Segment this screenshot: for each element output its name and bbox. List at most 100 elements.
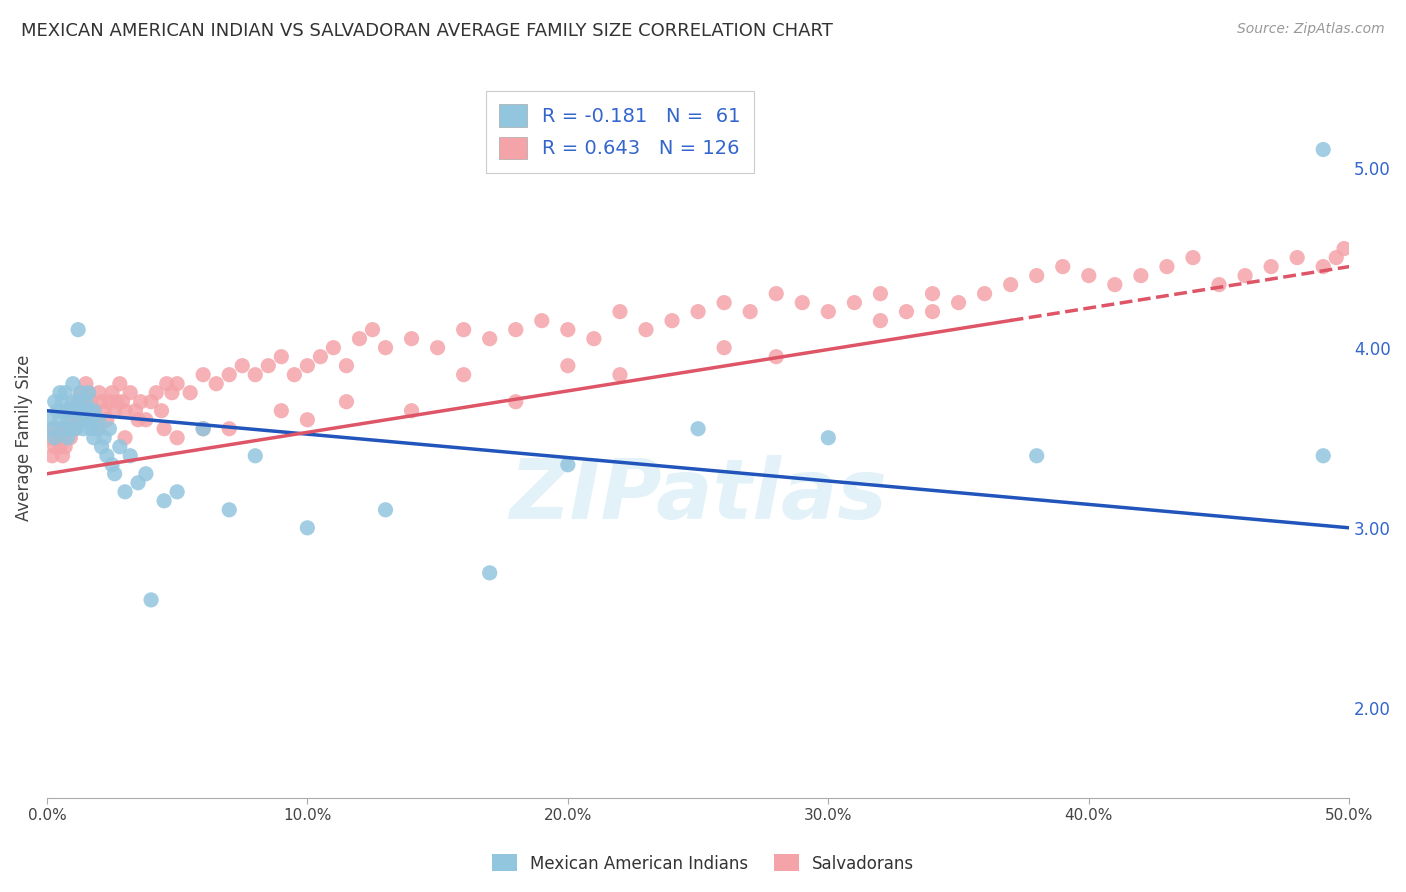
Point <box>51 449 73 463</box>
Point <box>686 304 709 318</box>
Point <box>49 413 72 427</box>
Point <box>72 403 94 417</box>
Point <box>44 431 66 445</box>
Point <box>231 359 253 373</box>
Point <box>56 403 79 417</box>
Point <box>51 422 73 436</box>
Point <box>270 350 292 364</box>
Point <box>98 394 121 409</box>
Point <box>349 332 371 346</box>
Point <box>557 323 579 337</box>
Point <box>93 431 115 445</box>
Point <box>1052 260 1074 274</box>
Point <box>41 422 63 436</box>
Point <box>257 359 280 373</box>
Point <box>59 403 82 417</box>
Point <box>166 376 188 391</box>
Point <box>921 304 943 318</box>
Point <box>104 467 127 481</box>
Point <box>153 493 176 508</box>
Point <box>205 376 228 391</box>
Point <box>53 385 76 400</box>
Point <box>87 413 110 427</box>
Point <box>77 385 100 400</box>
Point <box>609 368 631 382</box>
Point <box>65 422 87 436</box>
Point <box>1156 260 1178 274</box>
Point <box>80 394 103 409</box>
Point <box>114 403 136 417</box>
Point <box>153 422 176 436</box>
Point <box>53 422 76 436</box>
Point <box>59 422 82 436</box>
Point <box>38 431 60 445</box>
Point <box>44 440 66 454</box>
Point <box>67 394 90 409</box>
Point <box>160 385 183 400</box>
Point <box>105 394 128 409</box>
Point <box>56 422 79 436</box>
Point <box>609 304 631 318</box>
Point <box>67 413 90 427</box>
Text: MEXICAN AMERICAN INDIAN VS SALVADORAN AVERAGE FAMILY SIZE CORRELATION CHART: MEXICAN AMERICAN INDIAN VS SALVADORAN AV… <box>21 22 832 40</box>
Point <box>49 422 72 436</box>
Point <box>530 313 553 327</box>
Point <box>101 458 124 472</box>
Point <box>1181 251 1204 265</box>
Point <box>104 403 127 417</box>
Point <box>69 385 91 400</box>
Legend: R = -0.181   N =  61, R = 0.643   N = 126: R = -0.181 N = 61, R = 0.643 N = 126 <box>485 91 754 173</box>
Point <box>101 385 124 400</box>
Point <box>297 359 319 373</box>
Point <box>1077 268 1099 283</box>
Point <box>401 332 423 346</box>
Point <box>38 413 60 427</box>
Point <box>557 458 579 472</box>
Point <box>75 413 97 427</box>
Point <box>62 376 84 391</box>
Point <box>150 403 173 417</box>
Point <box>1286 251 1309 265</box>
Point <box>127 475 149 490</box>
Point <box>634 323 657 337</box>
Point <box>83 431 105 445</box>
Point <box>245 368 267 382</box>
Point <box>166 431 188 445</box>
Point <box>193 422 215 436</box>
Point <box>713 341 735 355</box>
Point <box>75 376 97 391</box>
Point <box>72 413 94 427</box>
Point <box>56 413 79 427</box>
Point <box>127 413 149 427</box>
Point <box>90 440 112 454</box>
Point <box>1104 277 1126 292</box>
Point <box>218 422 240 436</box>
Point <box>53 440 76 454</box>
Point <box>686 422 709 436</box>
Point <box>145 385 167 400</box>
Point <box>1234 268 1257 283</box>
Point <box>283 368 305 382</box>
Point <box>245 449 267 463</box>
Point <box>108 440 131 454</box>
Point <box>948 295 970 310</box>
Point <box>77 385 100 400</box>
Text: Source: ZipAtlas.com: Source: ZipAtlas.com <box>1237 22 1385 37</box>
Point <box>792 295 814 310</box>
Point <box>65 403 87 417</box>
Point <box>139 394 162 409</box>
Point <box>661 313 683 327</box>
Point <box>557 359 579 373</box>
Point <box>98 422 121 436</box>
Point <box>87 422 110 436</box>
Point <box>1208 277 1230 292</box>
Point <box>1312 143 1334 157</box>
Point <box>65 403 87 417</box>
Point <box>844 295 866 310</box>
Point <box>67 323 90 337</box>
Point <box>218 503 240 517</box>
Point <box>401 403 423 417</box>
Point <box>114 431 136 445</box>
Point <box>1025 268 1047 283</box>
Point <box>478 566 501 580</box>
